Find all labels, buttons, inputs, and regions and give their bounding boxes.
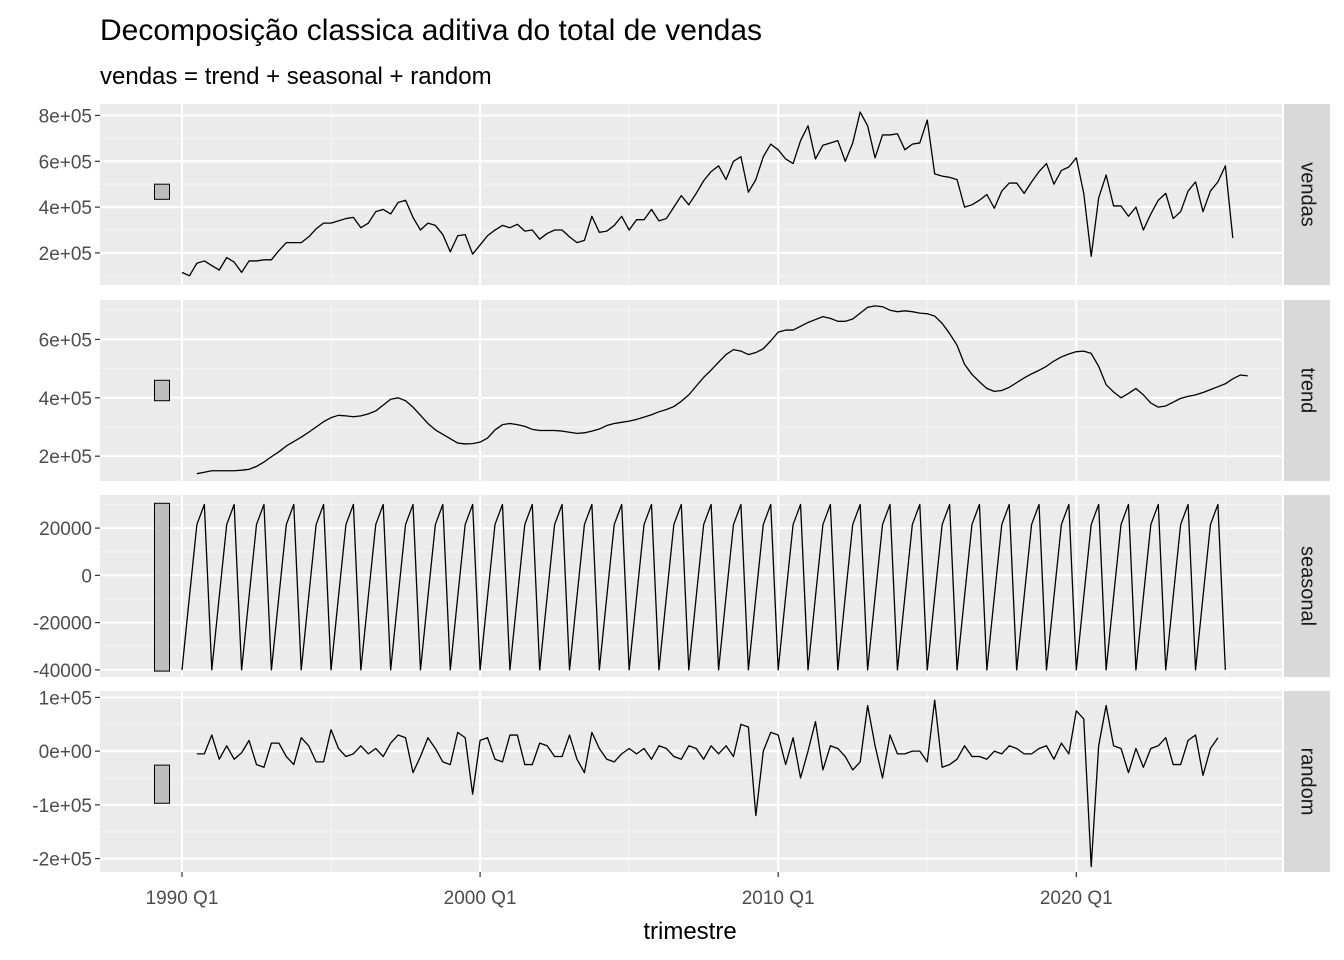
strip-background (1284, 300, 1330, 481)
x-axis-title: trimestre (643, 918, 736, 945)
chart-title: Decomposição classica aditiva do total d… (100, 14, 762, 47)
x-tick-label: 2020 Q1 (1040, 888, 1113, 909)
panel-random: -2e+05 -1e+05 0e+00 1e+05 random (32, 688, 1330, 872)
panel-seasonal: -40000 -20000 0 20000 seasonal (33, 495, 1330, 682)
strip-label-trend: trend (1297, 368, 1319, 414)
y-tick-label: 6e+05 (39, 152, 92, 173)
y-tick-label: 0 (81, 566, 92, 587)
panel-background (100, 691, 1282, 872)
x-axis: 1990 Q1 2000 Q1 2010 Q1 2020 Q1 (146, 872, 1113, 909)
y-tick-label: -2e+05 (32, 850, 92, 871)
scale-bar (154, 379, 170, 402)
series-line-trend (196, 305, 1248, 475)
strip-background (1284, 104, 1330, 285)
panel-vendas: 2e+05 4e+05 6e+05 8e+05 vendas (39, 104, 1330, 285)
series-line-seasonal (181, 503, 1227, 671)
y-tick-label: -1e+05 (32, 796, 92, 817)
y-tick-label: 4e+05 (39, 389, 92, 410)
y-tick-label: 4e+05 (39, 198, 92, 219)
y-tick-label: 0e+00 (39, 742, 92, 763)
chart-subtitle: vendas = trend + seasonal + random (100, 63, 492, 90)
scale-bar (154, 764, 170, 804)
strip-label-seasonal: seasonal (1297, 546, 1319, 626)
y-tick-label: 2e+05 (39, 447, 92, 468)
y-tick-label: 2e+05 (39, 244, 92, 265)
strip-label-random: random (1297, 748, 1319, 816)
scale-bar (154, 183, 170, 200)
y-tick-label: 8e+05 (39, 106, 92, 127)
x-tick-label: 2000 Q1 (444, 888, 517, 909)
series-line-vendas (181, 111, 1234, 277)
x-tick-label: 2010 Q1 (742, 888, 815, 909)
y-tick-label: 1e+05 (39, 688, 92, 709)
series-line-random (196, 699, 1219, 868)
panel-background (100, 300, 1282, 481)
panel-background (100, 104, 1282, 285)
scale-bar (154, 502, 170, 672)
strip-background (1284, 691, 1330, 872)
y-tick-label: -40000 (33, 661, 92, 682)
y-tick-label: 20000 (39, 519, 92, 540)
x-tick-label: 1990 Q1 (146, 888, 219, 909)
y-tick-label: 6e+05 (39, 330, 92, 351)
y-tick-label: -20000 (33, 614, 92, 635)
panels-group: 2e+05 4e+05 6e+05 8e+05 vendas 2e+05 4e+05 6e+0… (32, 104, 1330, 872)
strip-background (1284, 495, 1330, 677)
panel-trend: 2e+05 4e+05 6e+05 trend (39, 300, 1330, 481)
strip-label-vendas: vendas (1297, 162, 1319, 227)
